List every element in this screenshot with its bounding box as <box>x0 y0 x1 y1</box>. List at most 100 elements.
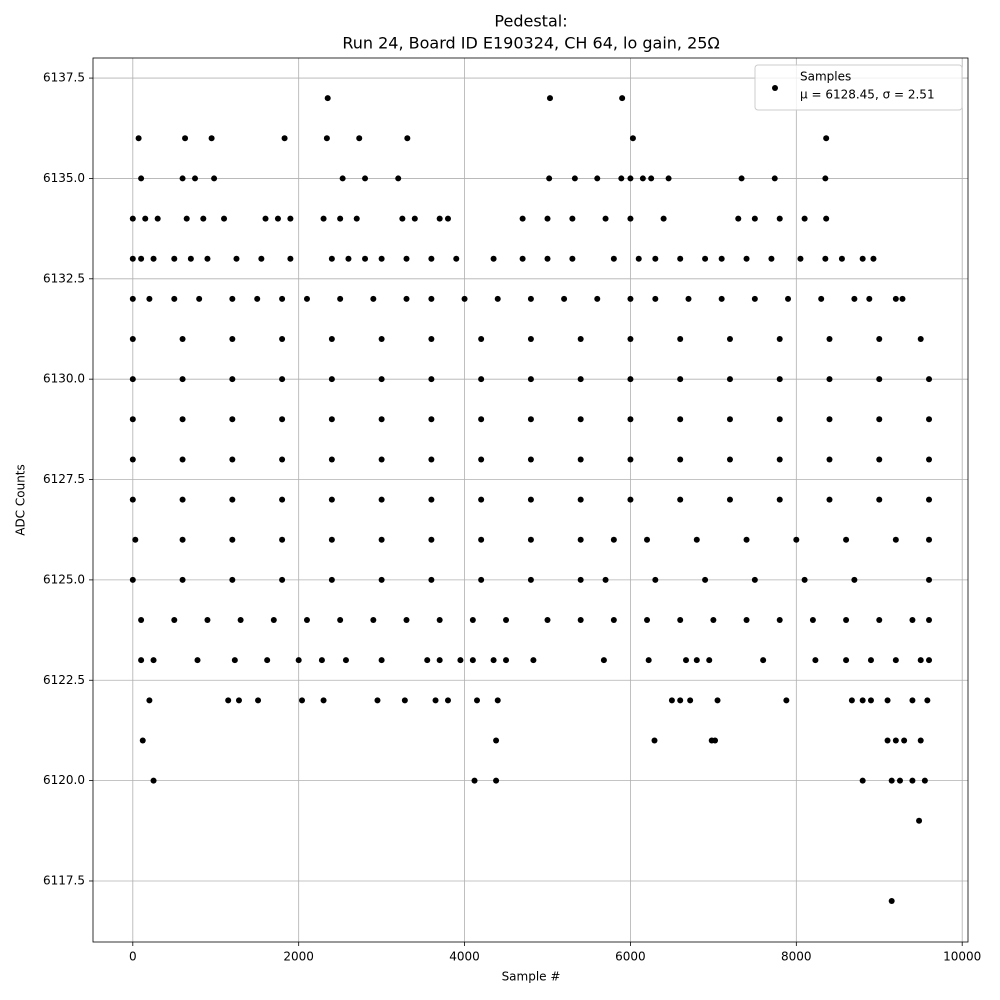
point <box>229 376 236 383</box>
point <box>146 295 153 302</box>
point <box>870 255 877 262</box>
point <box>876 617 883 624</box>
point <box>826 416 833 423</box>
point <box>851 295 858 302</box>
point <box>602 576 609 583</box>
point <box>356 135 363 142</box>
point <box>677 336 684 343</box>
point <box>378 576 385 583</box>
x-tick-label: 2000 <box>283 950 314 964</box>
point <box>926 496 933 503</box>
point <box>527 456 534 463</box>
point <box>324 95 331 102</box>
point <box>783 697 790 704</box>
point <box>652 576 659 583</box>
point <box>776 215 783 222</box>
point <box>823 215 830 222</box>
point <box>436 617 443 624</box>
point <box>490 255 497 262</box>
point <box>478 456 485 463</box>
point <box>546 175 553 182</box>
y-tick-label: 6130.0 <box>43 372 85 386</box>
point <box>726 416 733 423</box>
point <box>129 215 136 222</box>
point <box>469 657 476 664</box>
point <box>204 617 211 624</box>
point <box>926 416 933 423</box>
point <box>926 657 933 664</box>
point <box>179 536 186 543</box>
point <box>287 255 294 262</box>
point <box>768 255 775 262</box>
point <box>208 135 215 142</box>
point <box>183 215 190 222</box>
point <box>211 175 218 182</box>
point <box>652 295 659 302</box>
point <box>192 175 199 182</box>
point <box>901 737 908 744</box>
point <box>917 336 924 343</box>
legend-annotation: μ = 6128.45, σ = 2.51 <box>800 88 935 102</box>
point <box>328 536 335 543</box>
point <box>328 255 335 262</box>
point <box>677 496 684 503</box>
y-tick-label: 6125.0 <box>43 572 85 586</box>
point <box>797 255 804 262</box>
point <box>909 617 916 624</box>
point <box>527 295 534 302</box>
point <box>493 737 500 744</box>
point <box>546 95 553 102</box>
point <box>530 657 537 664</box>
point <box>129 416 136 423</box>
point <box>478 416 485 423</box>
point <box>374 697 381 704</box>
point <box>859 255 866 262</box>
point <box>876 376 883 383</box>
point <box>594 295 601 302</box>
point <box>627 175 634 182</box>
point <box>527 576 534 583</box>
point <box>610 617 617 624</box>
point <box>776 376 783 383</box>
point <box>453 255 460 262</box>
point <box>527 496 534 503</box>
point <box>743 536 750 543</box>
point <box>851 576 858 583</box>
point <box>264 657 271 664</box>
point <box>436 215 443 222</box>
point <box>129 336 136 343</box>
point <box>339 175 346 182</box>
point <box>428 536 435 543</box>
point <box>693 657 700 664</box>
point <box>237 617 244 624</box>
point <box>771 175 778 182</box>
point <box>229 576 236 583</box>
point <box>602 215 609 222</box>
point <box>179 416 186 423</box>
point <box>909 697 916 704</box>
point <box>378 336 385 343</box>
point <box>146 697 153 704</box>
point <box>577 496 584 503</box>
point <box>194 657 201 664</box>
point <box>474 697 481 704</box>
point <box>478 336 485 343</box>
point <box>299 697 306 704</box>
chart-subtitle: Run 24, Board ID E190324, CH 64, lo gain… <box>342 34 719 53</box>
point <box>424 657 431 664</box>
point <box>279 496 286 503</box>
point <box>129 376 136 383</box>
point <box>320 215 327 222</box>
point <box>677 697 684 704</box>
point <box>735 215 742 222</box>
point <box>859 697 866 704</box>
point <box>544 617 551 624</box>
point <box>822 175 829 182</box>
point <box>648 175 655 182</box>
point <box>726 456 733 463</box>
point <box>776 336 783 343</box>
point <box>399 215 406 222</box>
point <box>627 215 634 222</box>
point <box>665 175 672 182</box>
point <box>826 496 833 503</box>
